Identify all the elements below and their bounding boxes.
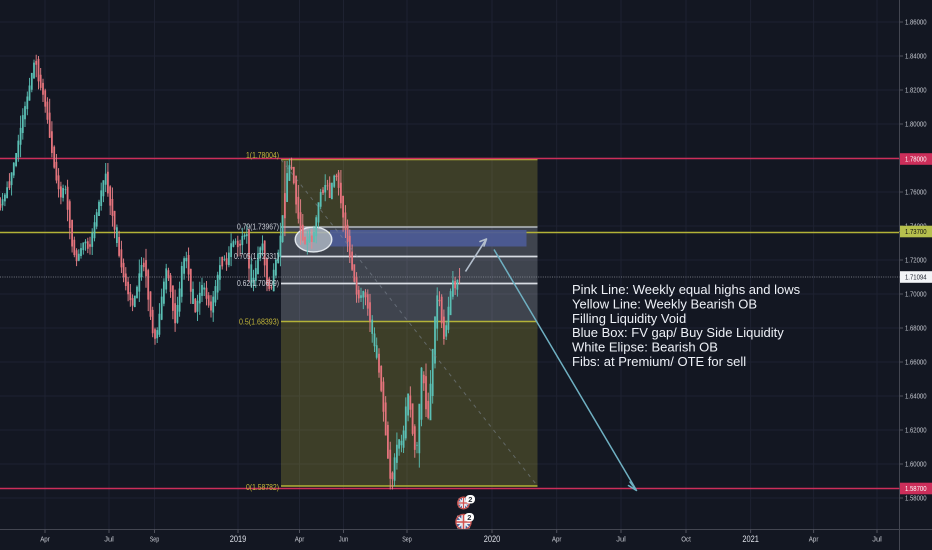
svg-text:Pink Line: Weekly equal highs: Pink Line: Weekly equal highs and lows — [572, 282, 801, 297]
svg-text:1.82000: 1.82000 — [905, 86, 927, 95]
svg-text:Sep: Sep — [150, 535, 160, 544]
svg-text:1.66000: 1.66000 — [905, 358, 927, 367]
svg-text:2019: 2019 — [230, 534, 247, 545]
svg-text:Apr: Apr — [295, 535, 305, 544]
svg-text:1.86000: 1.86000 — [905, 18, 927, 27]
svg-text:1.68000: 1.68000 — [905, 324, 927, 333]
svg-text:2021: 2021 — [742, 534, 759, 545]
svg-text:1.80000: 1.80000 — [905, 120, 927, 129]
svg-text:Filling Liquidity Void: Filling Liquidity Void — [572, 311, 686, 326]
svg-text:0.79(1.73967): 0.79(1.73967) — [237, 223, 279, 232]
svg-text:0.705(1.72331): 0.705(1.72331) — [234, 252, 279, 261]
svg-text:Sep: Sep — [402, 535, 412, 544]
svg-text:2020: 2020 — [484, 534, 501, 545]
svg-text:1.70000: 1.70000 — [905, 290, 927, 299]
svg-text:Fibs: at Premium/ OTE for sell: Fibs: at Premium/ OTE for sell — [572, 354, 746, 369]
svg-text:1(1.78004): 1(1.78004) — [246, 151, 279, 160]
svg-text:1.64000: 1.64000 — [905, 392, 927, 401]
svg-text:1.73700: 1.73700 — [905, 227, 927, 236]
svg-text:1.84000: 1.84000 — [905, 52, 927, 61]
svg-text:0.62(1.70699): 0.62(1.70699) — [237, 279, 279, 288]
svg-text:1.62000: 1.62000 — [905, 426, 927, 435]
svg-text:0.5(1.68393): 0.5(1.68393) — [239, 318, 279, 327]
svg-text:Yellow Line: Weekly Bearish OB: Yellow Line: Weekly Bearish OB — [572, 296, 757, 311]
svg-text:Apr: Apr — [552, 535, 562, 544]
svg-text:Jul: Jul — [616, 535, 626, 544]
svg-text:Apr: Apr — [40, 535, 50, 544]
svg-text:1.76000: 1.76000 — [905, 188, 927, 197]
svg-text:1.60000: 1.60000 — [905, 460, 927, 469]
svg-text:2: 2 — [468, 495, 472, 504]
svg-text:2: 2 — [467, 513, 471, 522]
svg-text:1.78000: 1.78000 — [905, 155, 927, 164]
svg-text:Oct: Oct — [681, 535, 691, 544]
svg-text:Blue Box: FV gap/ Buy Side Liq: Blue Box: FV gap/ Buy Side Liquidity — [572, 325, 784, 340]
svg-text:1.58700: 1.58700 — [905, 484, 927, 493]
svg-text:Jun: Jun — [339, 535, 349, 544]
svg-text:1.72000: 1.72000 — [905, 256, 927, 265]
svg-text:Apr: Apr — [809, 535, 819, 544]
svg-text:Jul: Jul — [872, 535, 882, 544]
svg-text:1.71094: 1.71094 — [905, 273, 927, 282]
svg-text:1.58000: 1.58000 — [905, 494, 927, 503]
svg-text:Jul: Jul — [104, 535, 114, 544]
svg-text:0(1.58782): 0(1.58782) — [246, 483, 279, 492]
svg-text:White Elipse: Bearish OB: White Elipse: Bearish OB — [572, 340, 718, 355]
